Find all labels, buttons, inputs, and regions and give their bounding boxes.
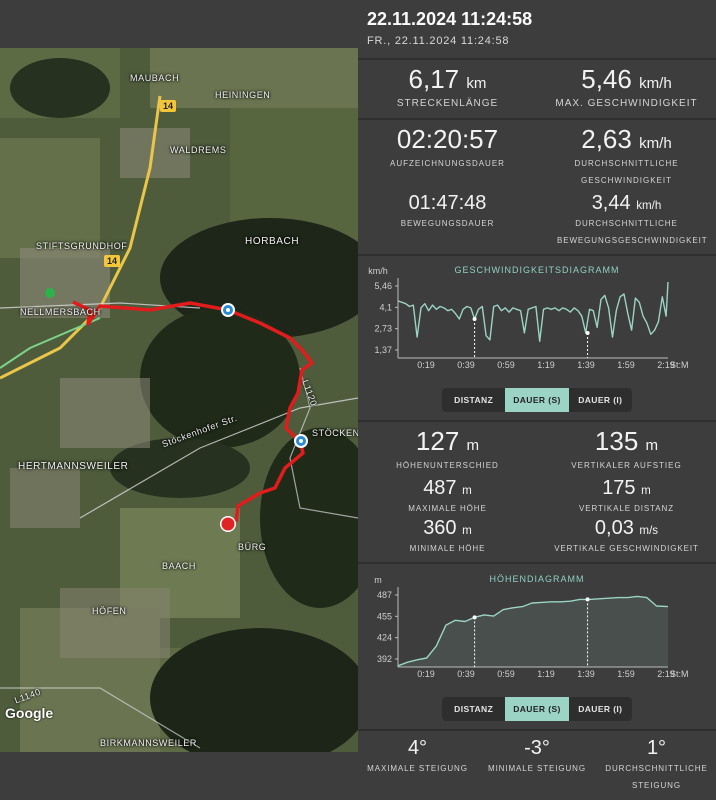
map-label-horbach: HORBACH: [245, 236, 300, 247]
x-tick-label: 2:19: [657, 360, 675, 370]
y-tick-label: 5,46: [374, 281, 392, 291]
route-line: [72, 300, 314, 523]
y-tick-label: 455: [377, 611, 392, 621]
stat-avg-moving-speed: 3,44 km/h DURCHSCHNITTLICHE BEWEGUNGSGES…: [557, 192, 708, 245]
map-label-birkmannsweiler: BIRKMANNSWEILER: [100, 738, 198, 748]
map-label-nellmersbach: NELLMERSBACH: [20, 307, 101, 317]
y-tick-label: 392: [377, 654, 392, 664]
map-label-heiningen: HEININGEN: [215, 90, 271, 100]
toggle-distance[interactable]: DISTANZ: [454, 704, 494, 714]
stat-max-speed: 5,46 km/h MAX. GESCHWINDIGKEIT: [555, 64, 698, 109]
toggle-duration-s[interactable]: DAUER (S): [505, 697, 569, 721]
x-tick-label: 0:19: [417, 360, 435, 370]
waypoint-marker-dot: [472, 615, 477, 620]
divider: [358, 562, 716, 564]
elevation-chart[interactable]: m 487 455 424 392 0:19 0:39 0:59 1:19 1:39 1:59 2:1…: [358, 571, 716, 689]
stat-max-height: 487 m MAXIMALE HÖHE: [408, 477, 487, 513]
stat-moving-time: 01:47:48 BEWEGUNGSDAUER: [400, 192, 495, 228]
stat-duration: 02:20:57 AUFZEICHNUNGSDAUER: [390, 124, 505, 168]
map-label-hoefen: HÖFEN: [92, 606, 127, 616]
stats-panel: 22.11.2024 11:24:58 FR., 22.11.2024 11:2…: [358, 0, 716, 800]
x-tick-label: 1:59: [617, 360, 635, 370]
elevation-chart-title: HÖHENDIAGRAMM: [489, 574, 585, 584]
map-label-waldrems: WALDREMS: [170, 145, 227, 155]
map-canvas: [0, 48, 358, 752]
divider: [358, 729, 716, 731]
map-label-stoeckeni: STÖCKENI: [312, 428, 358, 438]
waypoint-marker-dot: [472, 317, 477, 322]
divider: [358, 118, 716, 120]
x-tick-label: 0:39: [457, 360, 475, 370]
y-axis-label: m: [374, 575, 382, 585]
waypoint-marker-dot: [585, 330, 590, 335]
elevation-area: [398, 596, 668, 667]
map-view[interactable]: MAUBACH HEININGEN WALDREMS STIFTSGRUNDHO…: [0, 48, 358, 752]
google-logo: Google: [5, 705, 54, 721]
map-label-hertmannsweiler: HERTMANNSWEILER: [18, 461, 129, 472]
y-axis-label: km/h: [368, 266, 388, 276]
stat-height-diff: 127 m HÖHENUNTERSCHIED: [396, 426, 499, 470]
track-subtitle: FR., 22.11.2024 11:24:58: [367, 35, 510, 47]
map-label-baach: BAACH: [162, 561, 197, 571]
elevation-chart-toggle: DISTANZ DAUER (S) DAUER (I): [442, 697, 632, 721]
y-tick-label: 4,1: [379, 302, 392, 312]
toggle-duration-s[interactable]: DAUER (S): [505, 388, 569, 412]
x-tick-label: 1:59: [617, 669, 635, 679]
stat-vertical-distance: 175 m VERTIKALE DISTANZ: [578, 477, 675, 513]
x-tick-label: 1:19: [537, 360, 555, 370]
x-tick-label: 0:19: [417, 669, 435, 679]
y-tick-label: 424: [377, 633, 392, 643]
stat-distance: 6,17 km STRECKENLÄNGE: [396, 64, 499, 109]
speed-chart[interactable]: km/h 5,46 4,1 2,73 1,37 0:19 0:39 0:59 1:19 1:39 1…: [358, 262, 716, 380]
x-tick-label: 2:19: [657, 669, 675, 679]
x-axis-label: St:M: [670, 360, 689, 370]
y-tick-label: 2,73: [374, 324, 392, 334]
x-tick-label: 1:39: [577, 669, 595, 679]
y-tick-label: 1,37: [374, 345, 392, 355]
track-title: 22.11.2024 11:24:58: [367, 9, 533, 29]
series-line: [397, 281, 669, 343]
toggle-duration-i[interactable]: DAUER (I): [578, 395, 623, 405]
divider: [358, 58, 716, 60]
speed-chart-title: GESCHWINDIGKEITSDIAGRAMM: [454, 265, 620, 275]
stat-min-slope: -3° MINIMALE STEIGUNG: [488, 737, 586, 773]
map-label-stiftsgrundhof: STIFTSGRUNDHOF: [36, 241, 128, 251]
series-line: [397, 595, 669, 667]
x-tick-label: 1:19: [537, 669, 555, 679]
road-shield-b14: 14: [104, 255, 121, 267]
x-tick-label: 1:39: [577, 360, 595, 370]
x-tick-label: 0:59: [497, 360, 515, 370]
toggle-duration-i[interactable]: DAUER (I): [578, 704, 623, 714]
x-axis-label: St:M: [670, 669, 689, 679]
stat-avg-slope: 1° DURCHSCHNITTLICHE STEIGUNG: [605, 737, 708, 790]
stat-avg-speed: 2,63 km/h DURCHSCHNITTLICHE GESCHWINDIGK…: [574, 124, 679, 185]
speed-chart-toggle: DISTANZ DAUER (S) DAUER (I): [442, 388, 632, 412]
y-tick-label: 487: [377, 590, 392, 600]
divider: [358, 420, 716, 422]
stat-vertical-speed: 0,03 m/s VERTIKALE GESCHWINDIGKEIT: [554, 517, 699, 553]
toggle-distance[interactable]: DISTANZ: [454, 395, 494, 405]
stat-vertical-ascent: 135 m VERTIKALER AUFSTIEG: [571, 426, 682, 470]
x-tick-label: 0:59: [497, 669, 515, 679]
map-label-maubach: MAUBACH: [130, 73, 180, 83]
map-label-buerg: BÜRG: [238, 542, 267, 552]
x-tick-label: 0:39: [457, 669, 475, 679]
divider: [358, 254, 716, 256]
waypoint-marker-dot: [585, 597, 590, 602]
stat-min-height: 360 m MINIMALE HÖHE: [409, 517, 486, 553]
road-shield-b14: 14: [160, 100, 177, 112]
stat-max-slope: 4° MAXIMALE STEIGUNG: [367, 737, 468, 773]
